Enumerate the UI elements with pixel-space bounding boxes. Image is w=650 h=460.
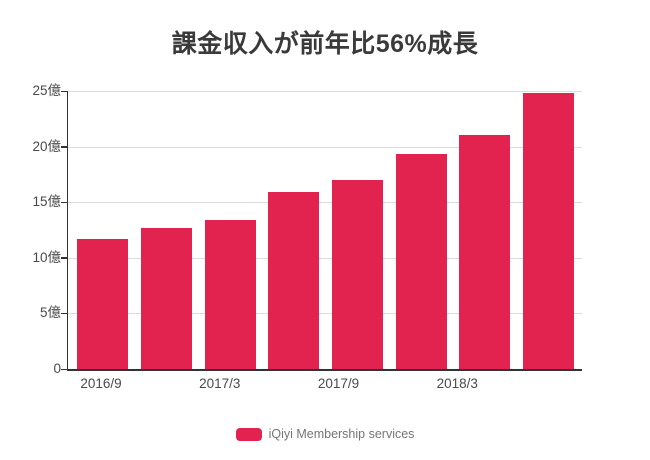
bar <box>268 192 320 369</box>
y-axis-tick <box>61 90 67 92</box>
bar <box>395 154 447 369</box>
y-axis-tick <box>61 146 67 148</box>
bar <box>459 135 511 369</box>
legend-label: iQiyi Membership services <box>268 427 415 441</box>
gridline <box>68 202 582 204</box>
y-axis-label: 0 <box>53 361 61 376</box>
x-axis-label: 2016/9 <box>80 376 122 391</box>
x-axis-label: 2017/9 <box>317 376 360 391</box>
gridline <box>68 313 582 315</box>
y-axis-label: 25億 <box>32 83 61 98</box>
plot-area <box>67 91 582 371</box>
chart-title: 課金収入が前年比56%成長 <box>171 30 479 58</box>
bar <box>204 220 256 369</box>
bar <box>331 179 383 369</box>
y-axis-tick <box>61 312 67 315</box>
y-axis-label: 10億 <box>32 249 61 265</box>
gridline <box>68 146 582 148</box>
y-axis-tick <box>61 257 67 259</box>
bar <box>522 93 574 369</box>
bar <box>77 238 129 369</box>
y-axis-tick <box>61 368 67 370</box>
x-axis-label: 2018/3 <box>436 376 478 391</box>
legend: iQiyi Membership services <box>0 426 650 442</box>
y-axis-label: 15億 <box>32 194 61 210</box>
gridline <box>68 257 582 259</box>
y-axis-label: 5億 <box>39 305 61 321</box>
y-axis-label: 20億 <box>32 138 61 154</box>
legend-swatch <box>235 427 262 441</box>
bar <box>140 227 192 369</box>
x-axis-label: 2017/3 <box>199 376 241 391</box>
y-axis-tick <box>61 201 67 204</box>
gridline <box>68 91 582 92</box>
